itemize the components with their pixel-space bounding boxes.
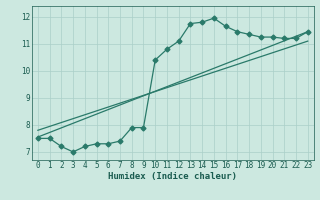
X-axis label: Humidex (Indice chaleur): Humidex (Indice chaleur) (108, 172, 237, 181)
